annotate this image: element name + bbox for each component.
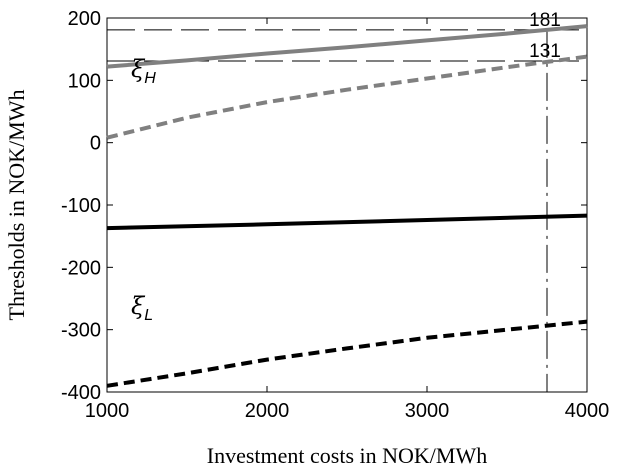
curve-label-l: ξL [131, 292, 153, 324]
y-tick-label: 100 [68, 70, 101, 92]
y-tick-label: -300 [61, 320, 101, 342]
series-line-2 [106, 54, 588, 140]
reference-line-label: 181 [529, 10, 561, 31]
x-axis-title: Investment costs in NOK/MWh [207, 443, 487, 468]
x-tick-label: 1000 [85, 400, 130, 422]
chart-labels: ξH ξL [131, 55, 156, 324]
series-line-4 [106, 319, 588, 388]
x-tick-label: 4000 [565, 400, 610, 422]
x-tick-label: 3000 [405, 400, 450, 422]
series-lines [106, 24, 588, 388]
y-axis-title: Thresholds in NOK/MWh [4, 90, 29, 321]
y-tick-label: -400 [61, 382, 101, 404]
plot-border [106, 17, 588, 393]
x-tick-label: 2000 [245, 400, 290, 422]
y-tick-label: -200 [61, 257, 101, 279]
curve-label-h: ξH [131, 55, 156, 87]
y-tick-label: 0 [90, 133, 101, 155]
y-tick-label: 200 [68, 8, 101, 30]
reference-line-label: 131 [529, 41, 561, 62]
plot-frame [106, 17, 588, 393]
series-line-3 [106, 213, 588, 231]
series-line-1 [106, 24, 588, 69]
y-tick-label: -100 [61, 195, 101, 217]
